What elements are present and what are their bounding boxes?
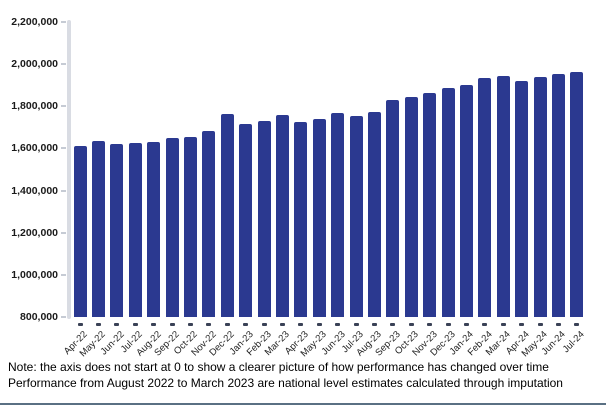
x-axis-tick-mark [187, 323, 193, 326]
y-axis-tick-label: 1,400,000 [11, 184, 58, 197]
bar-Nov-23 [423, 92, 437, 317]
x-axis-tick-mark [95, 323, 101, 326]
bar-Aug-23 [367, 111, 381, 317]
bar-Jun-24 [551, 73, 565, 317]
y-axis-tick-mark [61, 105, 66, 108]
x-axis-tick-mark [114, 323, 120, 326]
bar-Mar-24 [496, 75, 510, 317]
x-axis-tick-mark [574, 323, 580, 326]
bar-Jul-24 [570, 71, 584, 317]
bar-Sep-22 [165, 137, 179, 317]
bar-Jun-22 [110, 144, 124, 317]
bar-May-24 [533, 76, 547, 317]
x-axis-tick-mark [224, 323, 230, 326]
bar-May-22 [91, 141, 105, 317]
x-axis-tick-mark [482, 323, 488, 326]
bottom-border-rule [0, 403, 606, 405]
bar-Jul-22 [128, 143, 142, 317]
bar-Oct-22 [183, 136, 197, 317]
y-axis-tick-label: 1,000,000 [11, 268, 58, 281]
y-axis-tick-mark [61, 316, 66, 318]
x-axis-tick-mark [445, 323, 451, 326]
x-axis-tick-mark [206, 323, 212, 326]
x-axis-tick-mark [151, 323, 157, 326]
y-axis-tick-label: 1,800,000 [11, 100, 58, 113]
x-axis-tick-mark [427, 323, 433, 326]
x-axis-tick-mark [537, 323, 543, 326]
bar-Nov-22 [202, 130, 216, 317]
x-axis-tick-mark [353, 323, 359, 326]
bar-Feb-23 [257, 121, 271, 317]
bar-Jul-23 [349, 115, 363, 317]
x-axis-tick-mark [298, 323, 304, 326]
y-axis-tick-mark [61, 21, 66, 23]
x-axis-tick-mark [261, 323, 267, 326]
x-axis-tick-mark [371, 323, 377, 326]
x-axis-tick-mark [132, 323, 138, 326]
x-axis-tick-mark [169, 323, 175, 326]
y-axis-tick-mark [61, 147, 66, 150]
bar-Jan-23 [239, 124, 253, 317]
y-axis-tick-label: 2,000,000 [11, 58, 58, 71]
y-axis-tick-mark [61, 63, 66, 66]
note-line-2: Performance from August 2022 to March 20… [8, 376, 563, 390]
bar-Apr-23 [294, 122, 308, 317]
bar-Aug-22 [147, 142, 161, 317]
x-axis-tick-mark [390, 323, 396, 326]
bar-May-23 [312, 118, 326, 317]
chart-note: Note: the axis does not start at 0 to sh… [8, 359, 563, 391]
bar-chart-plot-area: 800,000 1,000,000 1,200,000 1,400,000 1,600,… [11, 16, 586, 359]
bar-Jan-24 [459, 85, 473, 317]
bar-Oct-23 [404, 96, 418, 317]
x-axis-tick-mark [316, 323, 322, 326]
bar-Feb-24 [478, 77, 492, 317]
x-axis-tick-mark [519, 323, 525, 326]
bar-Mar-23 [275, 114, 289, 317]
y-axis-tick-label: 800,000 [20, 311, 58, 323]
y-axis-tick-label: 1,200,000 [11, 226, 58, 239]
note-line-1: Note: the axis does not start at 0 to sh… [8, 360, 549, 374]
bar-Apr-24 [515, 81, 529, 317]
y-axis-tick-mark [61, 273, 66, 276]
y-axis-tick-label: 1,600,000 [11, 142, 58, 155]
bar-Jun-23 [331, 112, 345, 317]
y-axis-line [67, 20, 71, 319]
x-axis-tick-mark [500, 323, 506, 326]
x-axis-tick-mark [335, 323, 341, 326]
x-axis-tick-mark [408, 323, 414, 326]
bar-Dec-23 [441, 88, 455, 317]
x-axis-tick-mark [77, 323, 83, 326]
x-axis-tick-mark [243, 323, 249, 326]
bar-Apr-22 [73, 146, 87, 317]
x-axis-tick-mark [279, 323, 285, 326]
y-axis-tick-mark [61, 189, 66, 192]
y-axis-tick-label: 2,200,000 [11, 16, 58, 28]
x-axis-tick-mark [555, 323, 561, 326]
y-axis-tick-mark [61, 231, 66, 234]
bar-Sep-23 [386, 99, 400, 317]
bar-Dec-22 [220, 113, 234, 317]
x-axis-tick-mark [463, 323, 469, 326]
